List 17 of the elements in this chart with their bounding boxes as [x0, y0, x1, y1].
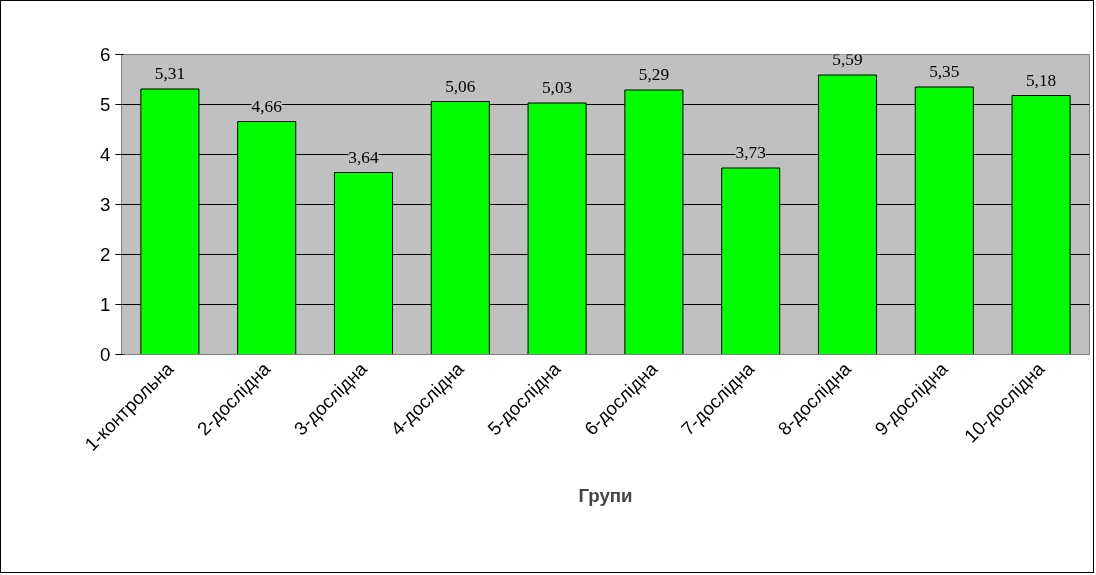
data-label: 5,31 [154, 64, 186, 83]
y-tick-label: 1 [100, 294, 111, 315]
data-label: 5,06 [445, 76, 476, 96]
data-label: 3,73 [735, 143, 766, 162]
y-tick-label: 4 [100, 144, 111, 165]
y-tick-label: 6 [100, 44, 111, 65]
y-tick-label: 2 [100, 244, 111, 265]
x-axis-title: Групи [578, 485, 633, 507]
data-label: 5,03 [541, 78, 573, 97]
data-label: 3,64 [348, 147, 379, 167]
data-label: 5,18 [1025, 70, 1057, 90]
y-tick-label: 5 [100, 94, 111, 115]
y-tick-label: 0 [100, 344, 111, 365]
data-label: 5,35 [929, 62, 960, 81]
data-label: 4,66 [251, 96, 283, 116]
y-tick-label: 3 [100, 194, 111, 215]
data-label: 5,29 [638, 65, 670, 84]
